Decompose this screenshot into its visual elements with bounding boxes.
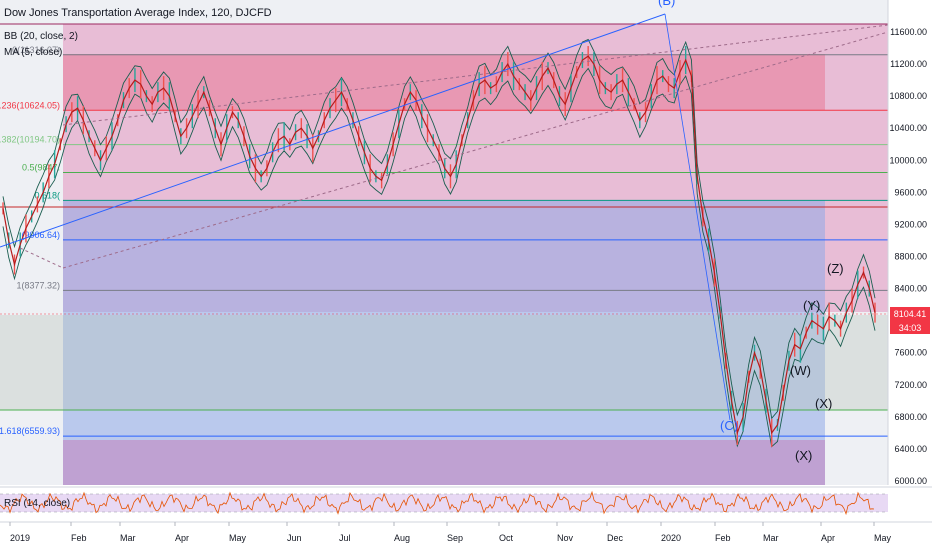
trendline-dashed-3 <box>62 24 889 126</box>
x-tick-label: Feb <box>71 533 87 543</box>
x-tick-label: 2020 <box>661 533 681 543</box>
fib-label: 0(11316.07) <box>12 45 60 55</box>
x-tick-labels: 2019 Feb Mar Apr May Jun Jul Aug Sep Oct Nov Dec 202… <box>9 522 892 543</box>
x-tick-label: Jul <box>339 533 351 543</box>
trendline-solid <box>0 13 666 248</box>
wave-label-x1: (X) <box>795 448 812 463</box>
bb-upper <box>2 38 876 420</box>
bb-lower <box>2 67 876 448</box>
y-tick-label: 8400.00 <box>894 284 927 294</box>
shaded-zone-blue <box>63 200 825 485</box>
countdown-value: 34:03 <box>899 323 922 333</box>
x-tick-label: Sep <box>447 533 463 543</box>
fib-label: 1(8377.32) <box>16 280 60 290</box>
y-tick-label: 10400.00 <box>889 123 927 133</box>
x-tick-label: May <box>874 533 892 543</box>
fib-label: (9006.64) <box>21 230 60 240</box>
rsi-series <box>0 490 875 516</box>
x-tick-label: Dec <box>607 533 624 543</box>
x-tick-label: Nov <box>557 533 574 543</box>
y-tick-label: 6400.00 <box>894 444 927 454</box>
fib-label: 0.5(9847. <box>22 162 60 172</box>
ma-line <box>2 55 876 436</box>
legend-bb[interactable]: BB (20, close, 2) <box>4 31 78 42</box>
x-tick-label: Apr <box>821 533 835 543</box>
fib-label: 1.618(6559.93) <box>0 426 60 436</box>
y-tick-label: 11600.00 <box>890 27 927 37</box>
y-tick-labels: 11600.00 11200.00 10800.00 10400.00 10000.00… <box>889 27 927 486</box>
y-tick-label: 10800.00 <box>889 91 927 101</box>
chart-title: Dow Jones Transportation Average Index, … <box>4 7 272 19</box>
rsi-band <box>0 494 888 512</box>
countdown-badge <box>890 321 930 334</box>
x-tick-label: 2019 <box>10 533 30 543</box>
fib-levels: 0.236(10624.05) 0.382(10194.70) 0.5(9847. 0… <box>0 23 888 437</box>
wave-c-line <box>664 13 731 421</box>
y-tick-label: 7200.00 <box>894 380 927 390</box>
y-tick-label: 8800.00 <box>894 252 927 262</box>
shaded-zone-bottom <box>63 440 825 485</box>
shaded-zone-grey <box>0 315 888 410</box>
x-tick-label: Feb <box>715 533 731 543</box>
wave-label-z: (Z) <box>827 261 844 276</box>
trendline-dashed-1 <box>62 31 889 269</box>
rsi-line <box>0 490 875 516</box>
fib-label: 0.382(10194.70) <box>0 135 60 145</box>
y-tick-label: 11200.00 <box>890 59 927 69</box>
x-tick-label: Oct <box>499 533 514 543</box>
y-tick-label: 9600.00 <box>894 187 927 197</box>
wave-label-c: (C) <box>720 418 738 433</box>
y-tick-label: 6000.00 <box>894 476 927 486</box>
current-price-value: 8104.41 <box>894 309 927 319</box>
y-tick-label: 7600.00 <box>894 348 927 358</box>
y-tick-label: 10000.00 <box>889 155 927 165</box>
legend-rsi[interactable]: RSI (14, close) <box>4 498 71 509</box>
x-tick-label: Mar <box>763 533 779 543</box>
y-tick-label: 6800.00 <box>894 412 927 422</box>
wave-label-y: (Y) <box>803 298 820 313</box>
y-tick-label: 9200.00 <box>894 219 927 229</box>
shaded-zone-red <box>63 54 825 110</box>
price-axis[interactable] <box>888 0 932 550</box>
x-tick-label: Apr <box>175 533 189 543</box>
x-tick-label: May <box>229 533 247 543</box>
x-tick-label: Aug <box>394 533 410 543</box>
fib-label: 0.236(10624.05) <box>0 100 60 110</box>
trendline-dashed-2 <box>19 247 64 269</box>
wave-label-x2: (X) <box>815 396 832 411</box>
legend-ma[interactable]: MA (5, close) <box>4 47 63 58</box>
x-tick-label: Jun <box>287 533 302 543</box>
x-tick-label: Mar <box>120 533 136 543</box>
price-series <box>2 38 876 448</box>
wave-label-b: (B) <box>658 0 675 8</box>
current-price-badge <box>890 307 930 321</box>
wave-label-w: (W) <box>790 363 811 378</box>
